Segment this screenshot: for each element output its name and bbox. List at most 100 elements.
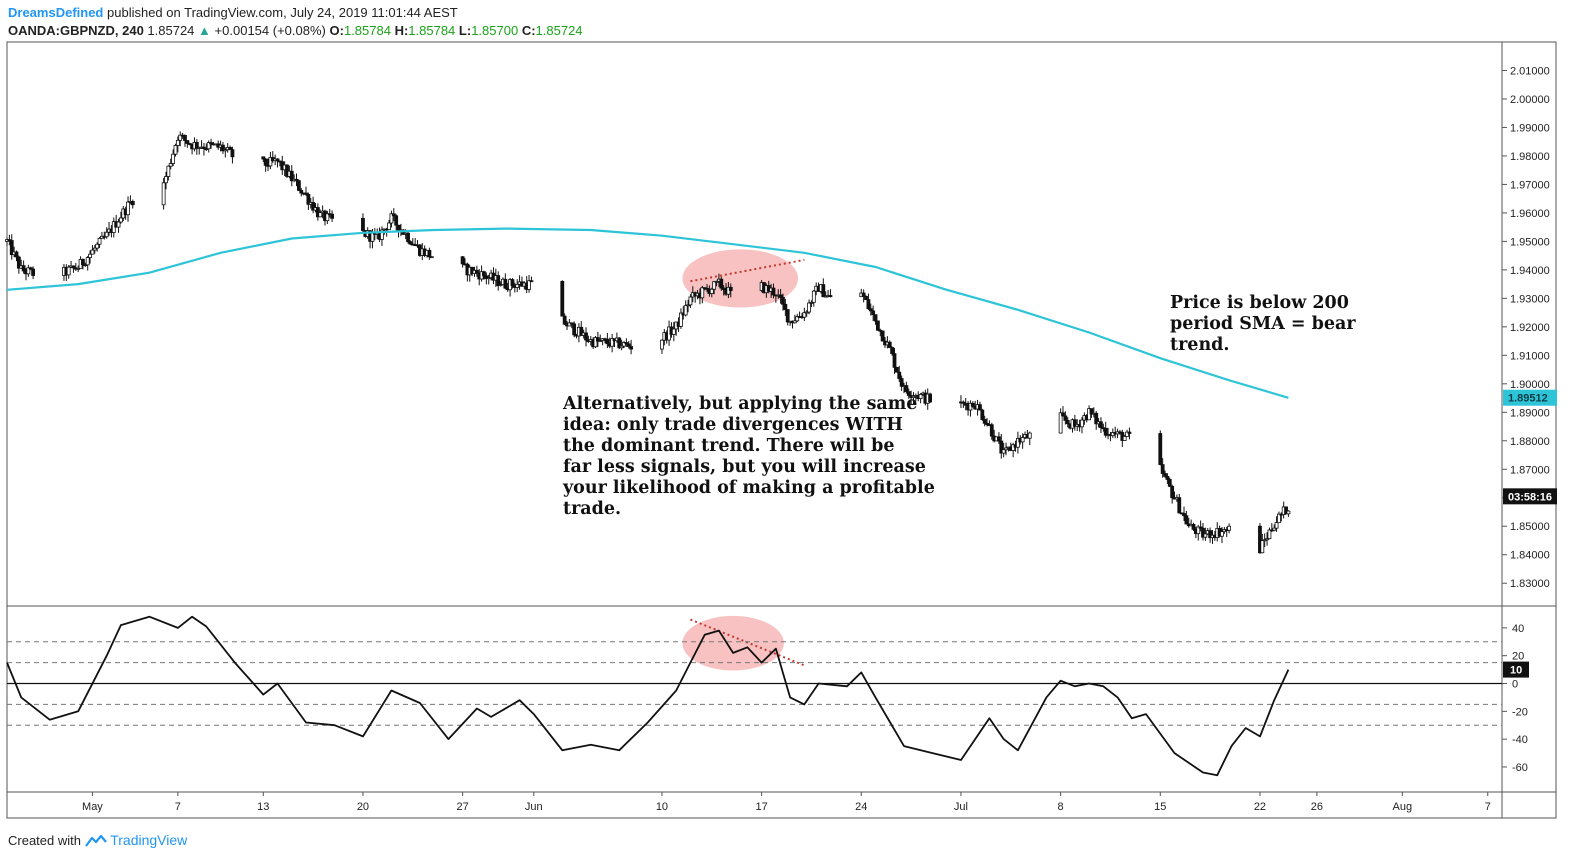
- candle-body: [88, 253, 92, 258]
- close-value: 1.85724: [535, 23, 583, 38]
- candle-body: [619, 345, 624, 349]
- candle-body: [1163, 473, 1167, 477]
- price-tick-label: 1.88000: [1510, 436, 1550, 448]
- candle-body: [263, 158, 268, 166]
- candle-body: [828, 295, 833, 298]
- divergence-line-oscillator: [690, 618, 805, 667]
- candle-body: [1160, 464, 1165, 474]
- candle-body: [1103, 427, 1108, 436]
- candle-body: [610, 338, 615, 347]
- candle-body: [629, 346, 634, 350]
- candle-body: [116, 221, 121, 228]
- candle-body: [700, 287, 705, 299]
- candle-body: [584, 332, 588, 341]
- candle-body: [1258, 525, 1262, 554]
- candle-body: [688, 296, 693, 306]
- candle-body: [1262, 539, 1267, 542]
- candle-body: [709, 288, 714, 294]
- low-label: L:: [458, 23, 472, 38]
- candle-body: [498, 284, 503, 286]
- osc-tick-label: 20: [1512, 651, 1524, 663]
- publish-info: published on TradingView.com, July 24, 2…: [107, 5, 458, 20]
- candle-body: [296, 180, 301, 191]
- time-tick-label: 7: [175, 801, 181, 813]
- candle-body: [721, 287, 726, 290]
- candle-body: [28, 267, 33, 270]
- price-tick-label: 1.90000: [1510, 379, 1550, 391]
- candle-body: [304, 192, 308, 195]
- up-arrow-icon: ▲: [198, 23, 211, 38]
- candle-body: [626, 343, 631, 347]
- candle-body: [275, 158, 280, 162]
- candle-body: [1277, 513, 1281, 524]
- sma-200-line: [6, 227, 1289, 399]
- candle-body: [1170, 485, 1175, 499]
- candle-body: [221, 144, 225, 152]
- candle-body: [982, 419, 987, 424]
- candle-body: [1191, 523, 1196, 530]
- candle-body: [206, 142, 211, 150]
- candle-body: [985, 422, 989, 425]
- candle-body: [81, 258, 85, 266]
- candle-body: [202, 146, 206, 149]
- candle-body: [1122, 436, 1127, 441]
- candle-body: [1004, 447, 1008, 451]
- countdown-badge: 03:58:16: [1508, 491, 1552, 503]
- candle-body: [802, 312, 807, 318]
- divergence-highlight-oscillator: [682, 615, 784, 671]
- candle-body: [1227, 525, 1232, 531]
- candle-body: [209, 142, 213, 145]
- osc-tick-label: -40: [1512, 734, 1528, 746]
- candle-body: [1027, 432, 1032, 439]
- candle-body: [187, 143, 192, 145]
- candle-body: [778, 294, 783, 298]
- candle-body: [861, 292, 866, 297]
- candle-body: [90, 249, 95, 255]
- osc-tick-label: -60: [1512, 762, 1528, 774]
- candle-body: [223, 149, 228, 152]
- candle-body: [92, 247, 97, 251]
- candle-body: [880, 330, 885, 342]
- candle-body: [795, 316, 800, 322]
- candle-body: [997, 436, 1001, 442]
- time-tick-label: Aug: [1393, 801, 1413, 813]
- candle-body: [671, 328, 676, 335]
- candle-body: [1184, 515, 1189, 525]
- sma-note: Price is below 200 period SMA = bear tre…: [1170, 293, 1356, 355]
- candle-body: [1158, 433, 1163, 465]
- candle-body: [325, 213, 330, 222]
- candle-body: [1063, 415, 1068, 421]
- candle-body: [873, 314, 878, 322]
- candle-body: [1072, 419, 1077, 427]
- author-link[interactable]: DreamsDefined: [8, 5, 104, 20]
- candle-body: [595, 337, 600, 342]
- candle-body: [26, 267, 31, 275]
- candle-body: [406, 232, 410, 243]
- candle-body: [1065, 420, 1070, 425]
- last-price: 1.85724: [147, 23, 195, 38]
- candle-body: [1099, 421, 1103, 429]
- candle-body: [394, 215, 399, 226]
- candle-body: [624, 342, 629, 345]
- candle-body: [821, 284, 826, 298]
- price-tick-label: 1.84000: [1510, 550, 1550, 562]
- candle-body: [875, 320, 880, 331]
- candle-body: [605, 338, 610, 345]
- time-tick-label: 22: [1254, 801, 1266, 813]
- tradingview-brand[interactable]: TradingView: [110, 832, 188, 848]
- candle-body: [66, 266, 71, 276]
- osc-tick-label: -20: [1512, 706, 1528, 718]
- symbol-label[interactable]: OANDA:GBPNZD, 240: [8, 23, 144, 38]
- candle-body: [1080, 419, 1084, 428]
- price-tick-label: 1.91000: [1510, 350, 1550, 362]
- candle-body: [887, 341, 892, 348]
- candle-body: [928, 393, 933, 403]
- candle-body: [811, 290, 816, 303]
- candle-body: [503, 278, 508, 289]
- candle-body: [527, 280, 531, 290]
- chart-frame: [6, 41, 1557, 819]
- candle-body: [1001, 449, 1006, 454]
- candle-body: [999, 440, 1004, 454]
- time-tick-label: 8: [1058, 801, 1064, 813]
